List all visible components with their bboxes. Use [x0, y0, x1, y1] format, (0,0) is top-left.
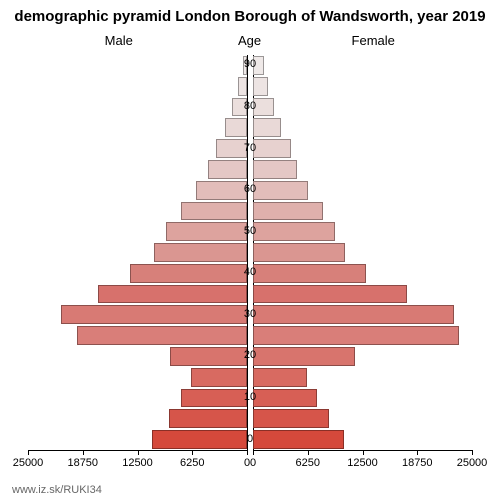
age-tick-0: 0	[240, 433, 260, 445]
footer-source: www.iz.sk/RUKI34	[12, 484, 102, 496]
male-bar-age-30	[61, 305, 247, 324]
male-bar-age-40	[130, 264, 247, 283]
female-bar-age-20	[253, 347, 355, 366]
male-bar-age-0	[152, 430, 247, 449]
male-bar-age-35	[98, 285, 247, 304]
male-bar-age-5	[169, 409, 247, 428]
age-row-35	[28, 284, 472, 305]
male-bar-age-55	[181, 202, 247, 221]
female-bar-age-50	[253, 222, 335, 241]
x-tick-label: 0	[250, 457, 256, 469]
female-bar-age-75	[253, 118, 281, 137]
age-tick-70: 70	[240, 142, 260, 154]
age-tick-40: 40	[240, 266, 260, 278]
x-tick-label: 25000	[13, 457, 44, 469]
female-header-label: Female	[352, 33, 395, 48]
x-tick-label: 25000	[457, 457, 488, 469]
x-axis: 0625012500187502500006250125001875025000	[0, 450, 500, 480]
female-bar-age-0	[253, 430, 344, 449]
female-bar-age-45	[253, 243, 345, 262]
male-bar-age-15	[191, 368, 247, 387]
female-bar-age-65	[253, 160, 297, 179]
male-bar-age-25	[77, 326, 247, 345]
male-header-label: Male	[105, 33, 133, 48]
x-tick-label: 12500	[347, 457, 378, 469]
age-tick-30: 30	[240, 308, 260, 320]
age-row-55	[28, 201, 472, 222]
age-row-75	[28, 117, 472, 138]
female-bar-age-40	[253, 264, 366, 283]
age-row-25	[28, 325, 472, 346]
chart-area: 0 10 20 30 40 50 60 70 80 90	[28, 55, 472, 450]
age-row-45	[28, 242, 472, 263]
age-tick-10: 10	[240, 391, 260, 403]
age-tick-50: 50	[240, 225, 260, 237]
age-tick-20: 20	[240, 349, 260, 361]
age-row-5	[28, 408, 472, 429]
female-bar-age-10	[253, 389, 317, 408]
male-bar-age-10	[181, 389, 247, 408]
female-bar-age-60	[253, 181, 308, 200]
age-row-15	[28, 367, 472, 388]
male-bar-age-65	[208, 160, 247, 179]
male-bar-age-75	[225, 118, 247, 137]
pyramid-chart-container: demographic pyramid London Borough of Wa…	[0, 0, 500, 500]
female-bar-age-15	[253, 368, 307, 387]
age-tick-60: 60	[240, 183, 260, 195]
female-bar-age-30	[253, 305, 454, 324]
age-header-label: Age	[238, 33, 261, 48]
male-bar-age-50	[166, 222, 247, 241]
age-row-65	[28, 159, 472, 180]
male-bar-age-45	[154, 243, 247, 262]
age-row-85	[28, 76, 472, 97]
age-tick-80: 80	[240, 100, 260, 112]
x-tick-label: 6250	[296, 457, 320, 469]
male-bar-age-20	[170, 347, 247, 366]
x-tick-label: 18750	[402, 457, 433, 469]
female-bar-age-5	[253, 409, 329, 428]
male-bar-age-85	[238, 77, 247, 96]
x-tick-label: 12500	[122, 457, 153, 469]
age-tick-90: 90	[240, 58, 260, 70]
x-tick-label: 6250	[180, 457, 204, 469]
female-bar-age-25	[253, 326, 459, 345]
female-bar-age-85	[253, 77, 268, 96]
female-bar-age-55	[253, 202, 323, 221]
x-tick-label: 18750	[67, 457, 98, 469]
female-bar-age-35	[253, 285, 407, 304]
chart-title: demographic pyramid London Borough of Wa…	[0, 8, 500, 25]
